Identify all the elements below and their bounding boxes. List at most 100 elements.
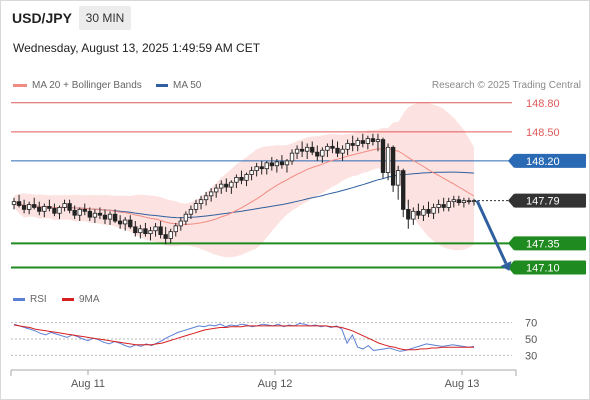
candle-body (87, 210, 92, 218)
candle-body (441, 204, 446, 208)
candle (411, 207, 416, 225)
candle-body (315, 151, 320, 157)
candle (143, 222, 148, 237)
candle (193, 199, 199, 214)
candle-body (310, 146, 315, 153)
candle (112, 209, 118, 223)
candle (214, 184, 219, 198)
legend-9ma: 9MA (62, 294, 100, 305)
level-label-147.10: 147.10 (526, 263, 560, 275)
candle (42, 203, 47, 218)
candle (269, 157, 274, 171)
candle (310, 141, 315, 156)
candle (345, 139, 350, 156)
candle (198, 195, 204, 210)
time-tick-label: Aug 11 (71, 378, 105, 390)
candle-body (274, 161, 280, 167)
candle-body (92, 212, 98, 218)
candle (67, 199, 72, 214)
candle-body (320, 149, 325, 157)
rsi-tick-30: 30 (525, 350, 537, 362)
candle (365, 135, 371, 150)
candle (244, 172, 249, 187)
candle (416, 203, 421, 220)
candle (320, 147, 325, 163)
level-tag-148.20 (514, 153, 586, 168)
candle (16, 194, 22, 208)
candle (208, 188, 214, 202)
candle (431, 203, 436, 220)
candle (401, 168, 406, 218)
candle (390, 145, 396, 192)
candle-body (264, 162, 269, 170)
candle (421, 205, 426, 222)
candle-body (37, 207, 42, 212)
candle-body (42, 206, 47, 212)
candle (158, 221, 163, 239)
candle (123, 217, 128, 231)
rsi-label: RSI (30, 294, 47, 305)
candle-body (451, 199, 456, 203)
rsi-tick-70: 70 (525, 318, 537, 330)
candle (375, 133, 381, 152)
candle-body (294, 148, 300, 154)
candle (21, 199, 27, 214)
candle-body (385, 146, 391, 173)
candle-body (138, 228, 143, 234)
candle (239, 170, 244, 185)
candle-body (375, 139, 381, 142)
candle (173, 222, 178, 237)
candle-body (11, 201, 17, 205)
candle-body (214, 187, 219, 193)
candle-body (284, 160, 290, 166)
candle (289, 149, 295, 165)
ma20-line (13, 147, 475, 226)
candle-body (224, 183, 229, 188)
candle (72, 205, 77, 220)
candle (52, 203, 57, 217)
candle-body (158, 226, 163, 235)
rsi-tick-50: 50 (525, 334, 537, 346)
candle (305, 143, 310, 159)
candle-body (128, 219, 133, 228)
candle-body (229, 181, 234, 188)
candle (47, 199, 52, 212)
candle (315, 145, 320, 161)
timestamp: Wednesday, August 13, 2025 1:49:59 AM CE… (13, 41, 261, 55)
candle-body (153, 226, 158, 232)
candle-body (401, 170, 406, 210)
candle (168, 228, 173, 244)
candle (102, 209, 108, 224)
candle (219, 180, 224, 194)
candle (92, 209, 98, 223)
candle-body (163, 234, 168, 239)
candle (128, 215, 133, 229)
candle (284, 158, 290, 173)
candle (274, 158, 280, 173)
candle-body (26, 204, 32, 210)
candle-body (365, 138, 371, 144)
candle-body (466, 200, 472, 203)
candle (87, 207, 92, 222)
candle-body (208, 191, 214, 197)
candle-body (345, 143, 350, 150)
candle-body (350, 143, 355, 146)
legend-ma50: MA 50 (156, 80, 201, 91)
ma9-swatch (62, 298, 74, 301)
candle (360, 133, 365, 148)
candle (224, 178, 229, 192)
ma50-label: MA 50 (173, 80, 202, 91)
candle (294, 145, 300, 159)
candle-body (244, 174, 249, 181)
timeframe-button[interactable]: 30 MIN (79, 6, 131, 30)
candle (385, 143, 391, 181)
candle-body (173, 225, 178, 233)
candle (461, 197, 467, 208)
candle (330, 139, 335, 154)
level-label-148.20: 148.20 (526, 156, 560, 168)
candle (234, 174, 239, 189)
candle-body (254, 166, 259, 172)
candle-body (426, 208, 431, 214)
level-label-147.35: 147.35 (526, 238, 560, 250)
candle-body (97, 212, 103, 216)
